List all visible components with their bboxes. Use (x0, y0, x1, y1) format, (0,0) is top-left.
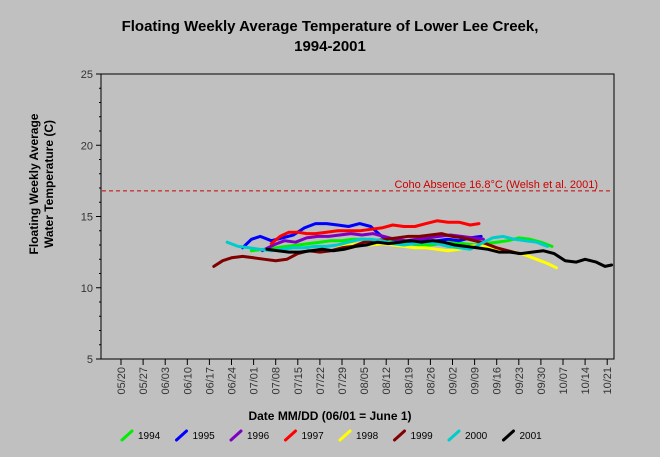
series-line-2001 (265, 239, 614, 268)
y-tick-label: 5 (87, 354, 93, 366)
x-tick-label: 07/29 (337, 367, 349, 395)
legend-label-2000: 2000 (465, 431, 488, 442)
legend-label-1996: 1996 (247, 431, 270, 442)
x-tick-label: 09/16 (492, 367, 504, 395)
series-lines (212, 219, 614, 270)
legend-label-1999: 1999 (411, 431, 434, 442)
legend-label-1998: 1998 (356, 431, 379, 442)
x-tick-label: 06/17 (204, 367, 216, 395)
x-tick-label: 10/14 (580, 367, 592, 395)
x-tick-label: 09/23 (514, 367, 526, 395)
x-axis: 05/20 05/27 06/03 06/10 06/17 06/24 07/01 07/08… (116, 359, 614, 395)
legend-swatch-1994 (120, 429, 134, 442)
x-tick-label: 08/26 (425, 367, 437, 395)
legend: 1994 1995 1996 1997 1998 1999 2000 2001 (120, 429, 543, 442)
x-tick-label: 06/03 (160, 367, 172, 395)
x-tick-label: 09/30 (536, 367, 548, 395)
legend-swatch-1998 (338, 429, 352, 442)
x-tick-label: 07/08 (271, 367, 283, 395)
legend-swatch-2000 (447, 429, 461, 442)
legend-label-2001: 2001 (520, 431, 543, 442)
coho-absence-label: Coho Absence 16.8°C (Welsh et al. 2001) (394, 179, 598, 191)
x-tick-label: 05/27 (138, 367, 150, 395)
plot-area (100, 73, 615, 360)
y-axis-label-line2: Water Temperature (C) (42, 120, 56, 248)
chart-title: Floating Weekly Average Temperature of L… (122, 18, 539, 35)
x-tick-label: 07/15 (293, 367, 305, 395)
x-tick-label: 09/02 (448, 367, 460, 395)
legend-swatch-2001 (502, 429, 515, 442)
series-line-1999 (212, 232, 521, 268)
legend-label-1997: 1997 (302, 431, 325, 442)
y-tick-label: 20 (81, 140, 93, 152)
y-tick-label: 15 (81, 212, 93, 224)
y-axis-label-line1: Floating Weekly Average (27, 113, 41, 254)
series-line-1997 (269, 219, 481, 246)
x-tick-label: 08/12 (381, 367, 393, 395)
x-tick-label: 07/22 (315, 367, 327, 395)
x-tick-label: 05/20 (116, 367, 128, 395)
legend-label-1994: 1994 (138, 431, 161, 442)
y-tick-label: 25 (81, 69, 93, 81)
legend-label-1995: 1995 (193, 431, 216, 442)
chart-subtitle: 1994-2001 (294, 38, 366, 55)
x-tick-label: 06/10 (182, 367, 194, 395)
x-tick-label: 10/21 (602, 367, 614, 395)
x-tick-label: 08/19 (403, 367, 415, 395)
legend-swatch-1996 (229, 429, 243, 442)
legend-swatch-1999 (393, 429, 406, 442)
x-tick-label: 07/01 (249, 367, 261, 395)
x-axis-label: Date MM/DD (06/01 = June 1) (248, 409, 411, 423)
x-tick-label: 09/09 (470, 367, 482, 395)
x-tick-label: 10/07 (558, 367, 570, 395)
y-axis: 5 10 15 20 25 (81, 69, 101, 366)
x-tick-label: 08/05 (359, 367, 371, 395)
x-tick-label: 06/24 (227, 367, 239, 395)
legend-swatch-1995 (175, 429, 188, 442)
y-tick-label: 10 (81, 283, 93, 295)
legend-swatch-1997 (284, 429, 297, 442)
